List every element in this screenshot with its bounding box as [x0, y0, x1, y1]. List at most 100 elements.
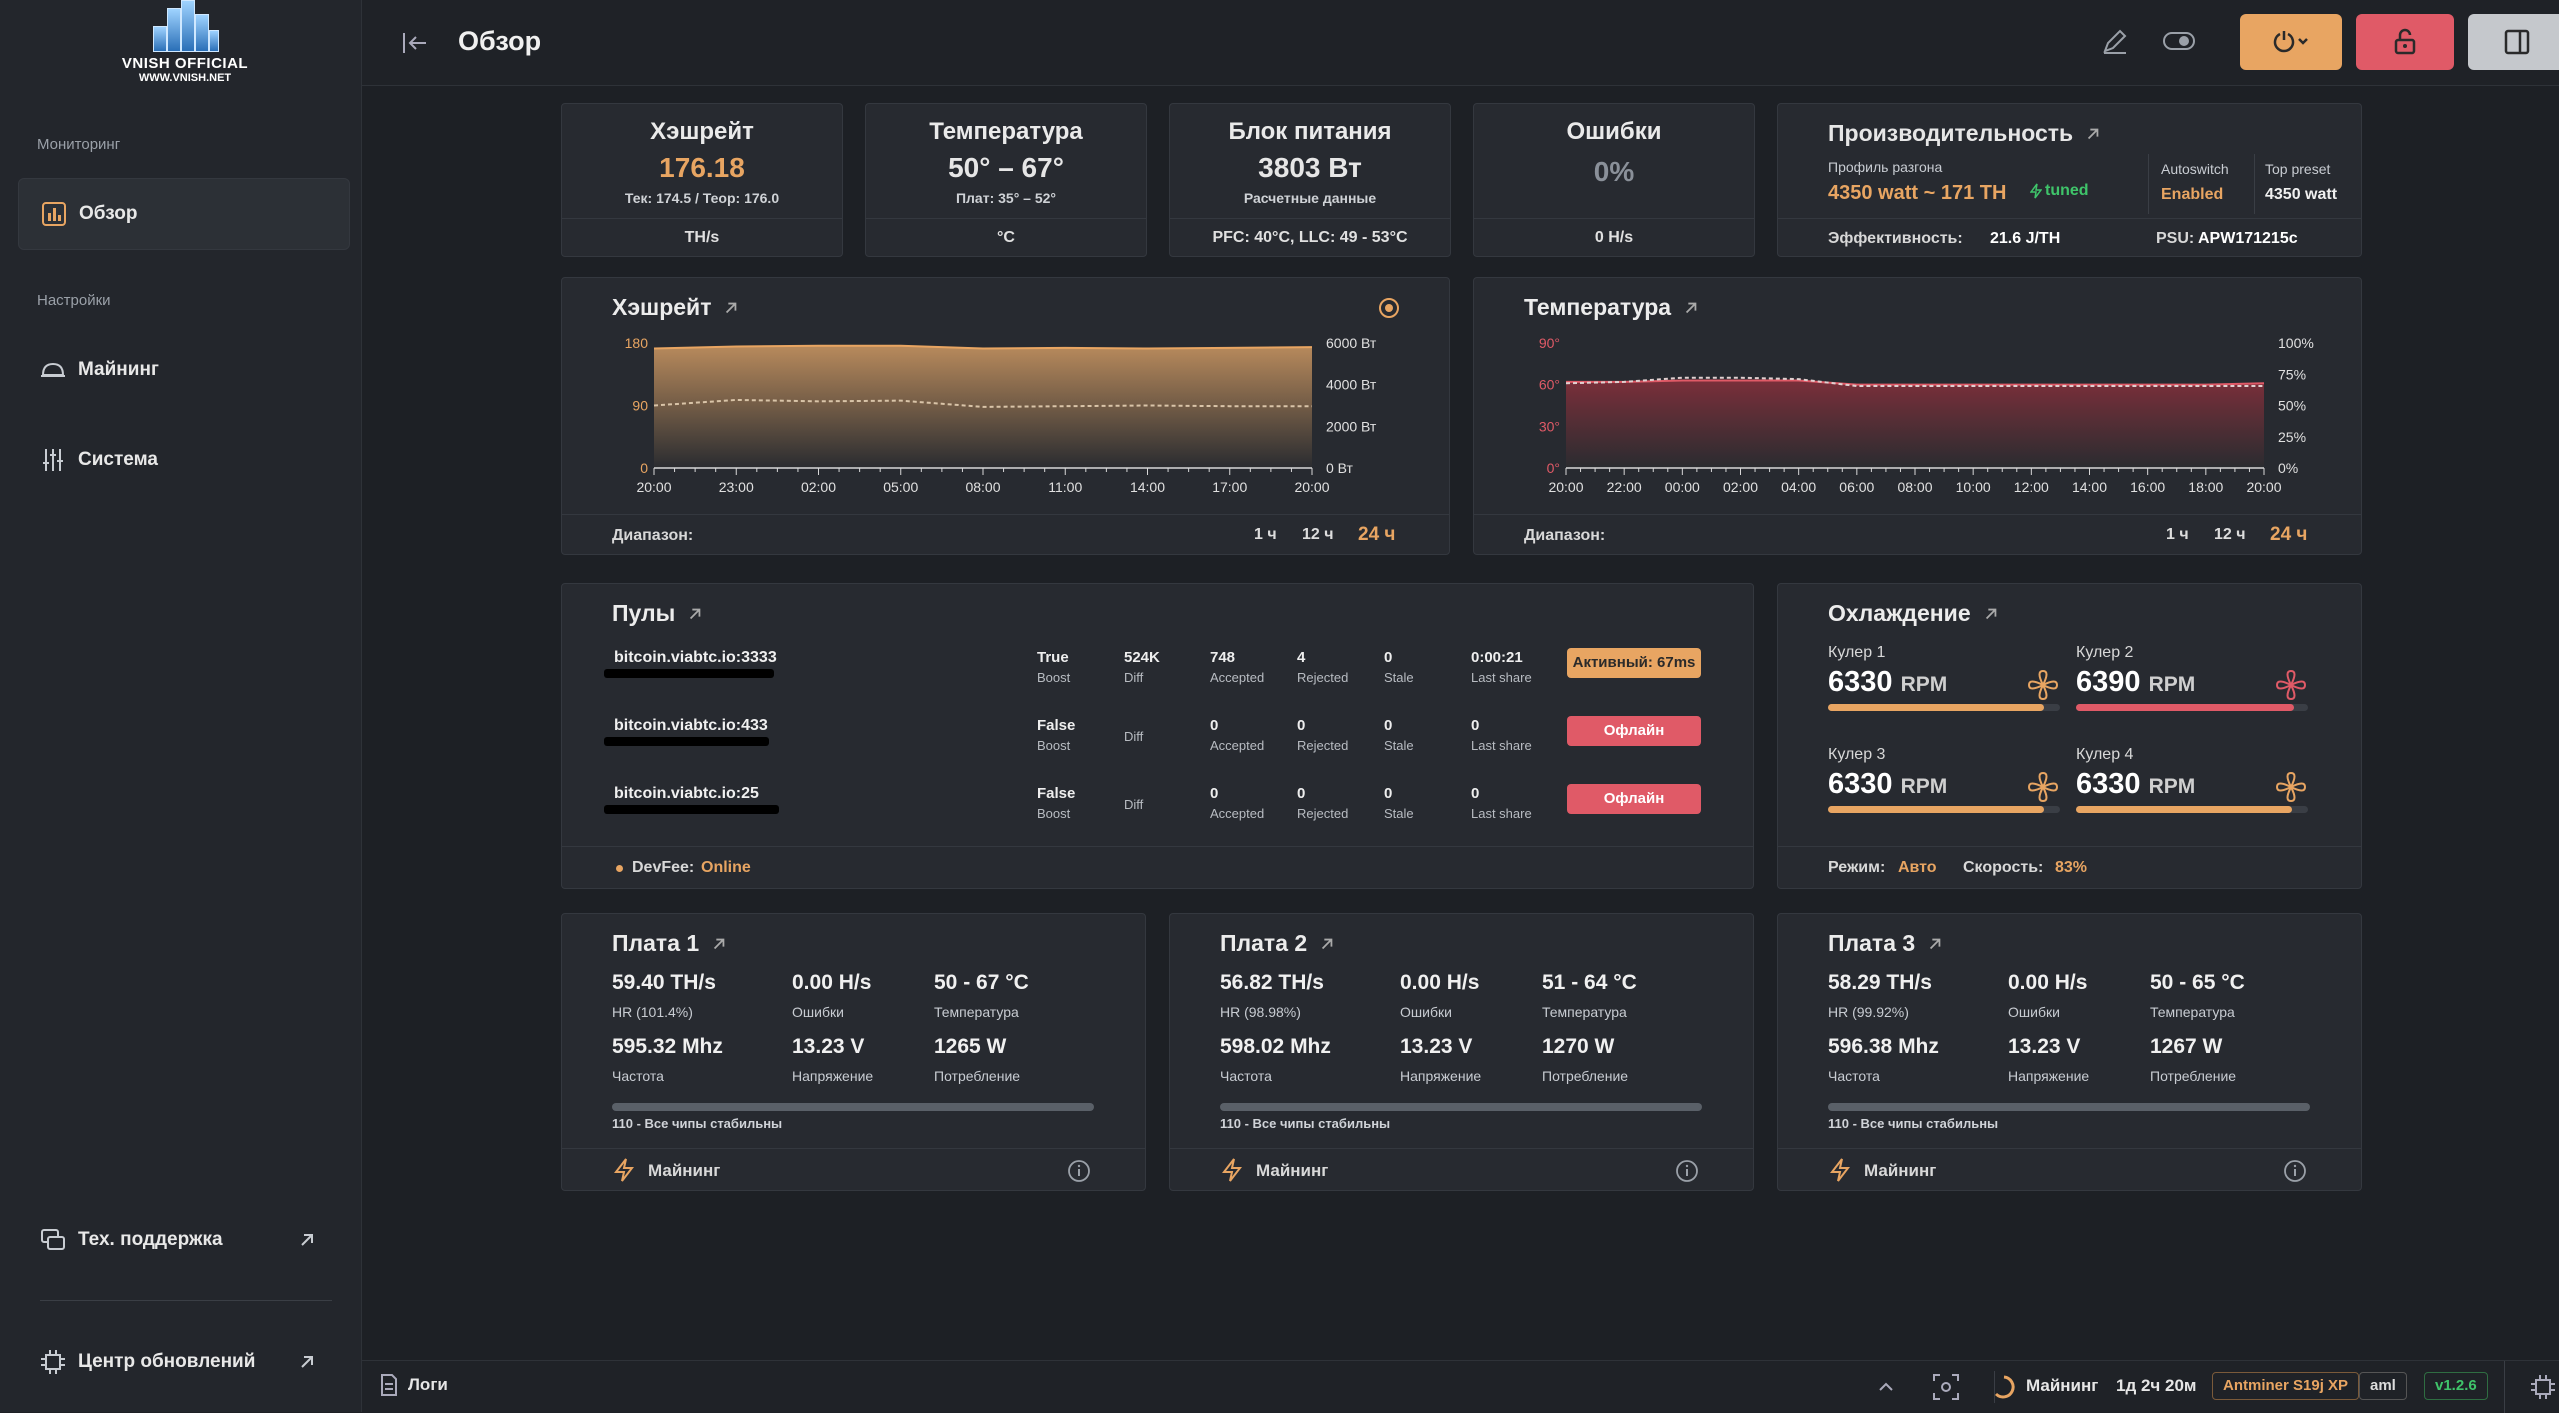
bolt-icon — [2030, 183, 2042, 199]
logs-label: Логи — [408, 1375, 448, 1394]
lock-button[interactable] — [2356, 14, 2454, 70]
pool-host: bitcoin.viabtc.io:433 — [614, 717, 768, 734]
board-title-link[interactable]: Плата 2 — [1220, 930, 1335, 957]
hashrate-unit: TH/s — [562, 218, 842, 256]
sidebar-item-mining[interactable]: Майнинг — [18, 334, 350, 406]
board-voltage-label: Напряжение — [1400, 1068, 1482, 1084]
hashrate-chart-title-link[interactable]: Хэшрейт — [612, 294, 739, 321]
autoswitch-value: Enabled — [2161, 186, 2224, 203]
x-tick-label: 14:00 — [2072, 479, 2107, 495]
external-link-icon — [1686, 302, 1697, 313]
hashrate-range-bar: Диапазон: 1 ч 12 ч 24 ч — [562, 514, 1449, 554]
range-12h-button[interactable]: 12 ч — [1302, 526, 1334, 543]
board-title-link[interactable]: Плата 3 — [1828, 930, 1943, 957]
pool-boost-label: Boost — [1037, 738, 1071, 753]
pool-rejected-value: 4 — [1297, 649, 1306, 666]
power-menu-button[interactable] — [2240, 14, 2342, 70]
pool-stale-value: 0 — [1384, 717, 1393, 734]
sidebar-item-label: Тех. поддержка — [78, 1229, 223, 1250]
board-frequency: 598.02 Mhz — [1220, 1035, 1331, 1058]
pool-host: bitcoin.viabtc.io:3333 — [614, 649, 777, 666]
chat-icon — [41, 1229, 65, 1250]
edit-icon[interactable] — [2100, 26, 2130, 56]
logo-line1: VNISH OFFICIAL — [121, 55, 249, 72]
cooling-title-link[interactable]: Охлаждение — [1828, 600, 1999, 627]
board-power: 1270 W — [1542, 1035, 1615, 1058]
range-24h-button[interactable]: 24 ч — [2270, 524, 2308, 545]
panel-toggle-button[interactable] — [2468, 14, 2559, 70]
y-right-tick-label: 4000 Вт — [1326, 377, 1377, 393]
performance-title-link[interactable]: Производительность — [1828, 120, 2101, 147]
board-voltage: 13.23 V — [2008, 1035, 2081, 1058]
brand-logo[interactable]: VNISH OFFICIAL WWW.VNISH.NET — [110, 0, 260, 90]
board-title-link[interactable]: Плата 1 — [612, 930, 727, 957]
board-voltage: 13.23 V — [1400, 1035, 1473, 1058]
board-voltage-label: Напряжение — [2008, 1068, 2090, 1084]
collapse-sidebar-icon[interactable] — [400, 28, 430, 58]
sidebar-item-system[interactable]: Система — [18, 424, 350, 496]
chip-icon — [41, 1350, 65, 1374]
target-icon[interactable] — [1377, 296, 1401, 320]
errors-value: 0% — [1593, 156, 1635, 187]
range-24h-button[interactable]: 24 ч — [1358, 524, 1396, 545]
board-temp-label: Температура — [1542, 1004, 1627, 1020]
logo-line2: WWW.VNISH.NET — [138, 72, 232, 84]
pool-last_share-label: Last share — [1471, 806, 1532, 821]
pools-title-link[interactable]: Пулы — [612, 600, 703, 627]
mining-status: Майнинг — [2026, 1376, 2099, 1395]
sidebar-item-overview[interactable]: Обзор — [18, 178, 350, 250]
status-dot — [616, 865, 623, 872]
range-12h-button[interactable]: 12 ч — [2214, 526, 2246, 543]
psu-model-label: PSU: — [2156, 230, 2195, 247]
pool-diff-label: Diff — [1124, 797, 1144, 812]
board-errors-label: Ошибки — [2008, 1004, 2060, 1020]
temperature-chart-title-link[interactable]: Температура — [1524, 294, 1699, 321]
board-temp-label: Температура — [2150, 1004, 2235, 1020]
pool-last_share-label: Last share — [1471, 670, 1532, 685]
top-bar: Обзор — [362, 0, 2559, 86]
y-right-tick-label: 100% — [2278, 335, 2314, 351]
external-link-icon — [690, 608, 701, 619]
settings-chip-icon[interactable] — [2530, 1374, 2556, 1400]
panel-icon — [2504, 29, 2530, 55]
range-1h-button[interactable]: 1 ч — [2166, 526, 2189, 543]
board-hashrate: 56.82 TH/s — [1220, 971, 1324, 994]
pool-last_share-value: 0 — [1471, 785, 1480, 802]
logs-button[interactable]: Логи — [380, 1374, 448, 1396]
board-temp: 50 - 65 °C — [2150, 971, 2245, 994]
pool-status-badge: Активный: 67ms — [1567, 648, 1701, 678]
temperature-sub: Плат: 35° – 52° — [955, 190, 1057, 206]
pool-row[interactable]: bitcoin.viabtc.io:433 False Boost Diff 0 Acce… — [562, 716, 1753, 767]
pools-card: Пулы bitcoin.viabtc.io:3333 True Boost 524K… — [561, 583, 1754, 889]
info-icon[interactable] — [1675, 1159, 1699, 1183]
fan-level-bar — [2076, 806, 2308, 813]
x-tick-label: 02:00 — [801, 479, 836, 495]
pool-row[interactable]: bitcoin.viabtc.io:3333 True Boost 524K Diff 7… — [562, 648, 1753, 699]
pool-row[interactable]: bitcoin.viabtc.io:25 False Boost Diff 0 Accep… — [562, 784, 1753, 835]
y-left-tick-label: 180 — [625, 335, 649, 351]
preset-label: Top preset — [2265, 161, 2331, 177]
pool-rejected-label: Rejected — [1297, 806, 1349, 821]
card-title: Хэшрейт — [612, 294, 712, 320]
temperature-stat-card: Температура 50° – 67° Плат: 35° – 52° °C — [865, 103, 1147, 257]
x-tick-label: 20:00 — [1294, 479, 1329, 495]
pool-accepted-value: 748 — [1210, 649, 1236, 666]
board-power: 1265 W — [934, 1035, 1007, 1058]
pool-diff-label: Diff — [1124, 729, 1144, 744]
range-1h-button[interactable]: 1 ч — [1254, 526, 1277, 543]
performance-card: Производительность Профиль разгона 4350 … — [1777, 103, 2362, 257]
info-icon[interactable] — [1067, 1159, 1091, 1183]
sidebar-item-updates[interactable]: Центр обновлений — [18, 1326, 350, 1398]
series-line-secondary — [653, 398, 1312, 408]
focus-icon[interactable] — [1932, 1373, 1960, 1401]
card-title: Температура — [1524, 294, 1672, 320]
series-line-secondary — [1565, 376, 2264, 388]
sidebar-item-support[interactable]: Тех. поддержка — [18, 1204, 350, 1276]
psu-stat-card: Блок питания 3803 Вт Расчетные данные PF… — [1169, 103, 1451, 257]
board-temp: 50 - 67 °C — [934, 971, 1029, 994]
cooling-footer: Режим: Авто Скорость: 83% — [1778, 846, 2361, 888]
board-frequency-label: Частота — [1828, 1068, 1880, 1084]
chevron-up-icon[interactable] — [1876, 1377, 1896, 1397]
toggle-icon[interactable] — [2162, 28, 2196, 54]
info-icon[interactable] — [2283, 1159, 2307, 1183]
